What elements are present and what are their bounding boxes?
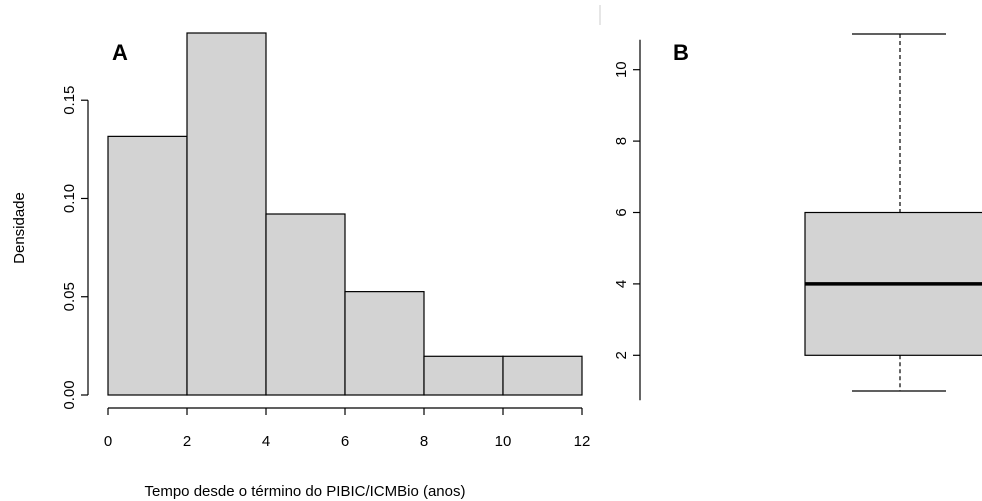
boxplot-panel: B 2 4 6 8 10 [599, 5, 982, 401]
x-tick-label: 8 [420, 433, 428, 450]
histogram-bar [265, 213, 346, 396]
y-tick-label: 0.05 [61, 282, 78, 311]
x-tick-label: 10 [495, 433, 512, 450]
x-axis-label: Tempo desde o término do PIBIC/ICMBio (a… [145, 483, 466, 500]
histogram-bar [502, 355, 583, 396]
y-tick-label-b: 10 [613, 61, 630, 78]
histogram-bar [107, 135, 188, 396]
histogram-bar [344, 291, 425, 396]
x-tick-label: 4 [262, 433, 270, 450]
y-tick-label: 0.00 [61, 380, 78, 409]
histogram-bar [186, 32, 267, 396]
histogram-panel: A 0.00 0.05 0.10 0.15 0 2 4 6 8 10 12 Tempo desde… [11, 32, 591, 500]
y-tick-label-b: 4 [613, 280, 630, 288]
y-tick-label: 0.15 [61, 86, 78, 115]
histogram-bars [107, 32, 583, 396]
panel-label-b: B [673, 40, 689, 65]
y-axis-label: Densidade [11, 192, 28, 264]
y-axis-a: 0.00 0.05 0.10 0.15 [61, 86, 89, 410]
y-tick-label-b: 2 [613, 351, 630, 359]
x-axis-a: 0 2 4 6 8 10 12 [104, 407, 591, 450]
histogram-bar [423, 355, 504, 396]
x-tick-label: 12 [574, 433, 591, 450]
x-tick-label: 6 [341, 433, 349, 450]
y-tick-label-b: 8 [613, 137, 630, 145]
y-axis-b: 2 4 6 8 10 [613, 39, 641, 401]
boxplot [804, 33, 982, 392]
panel-label-a: A [112, 40, 128, 65]
y-tick-label-b: 6 [613, 208, 630, 216]
x-tick-label: 0 [104, 433, 112, 450]
y-tick-label: 0.10 [61, 184, 78, 213]
x-tick-label: 2 [183, 433, 191, 450]
